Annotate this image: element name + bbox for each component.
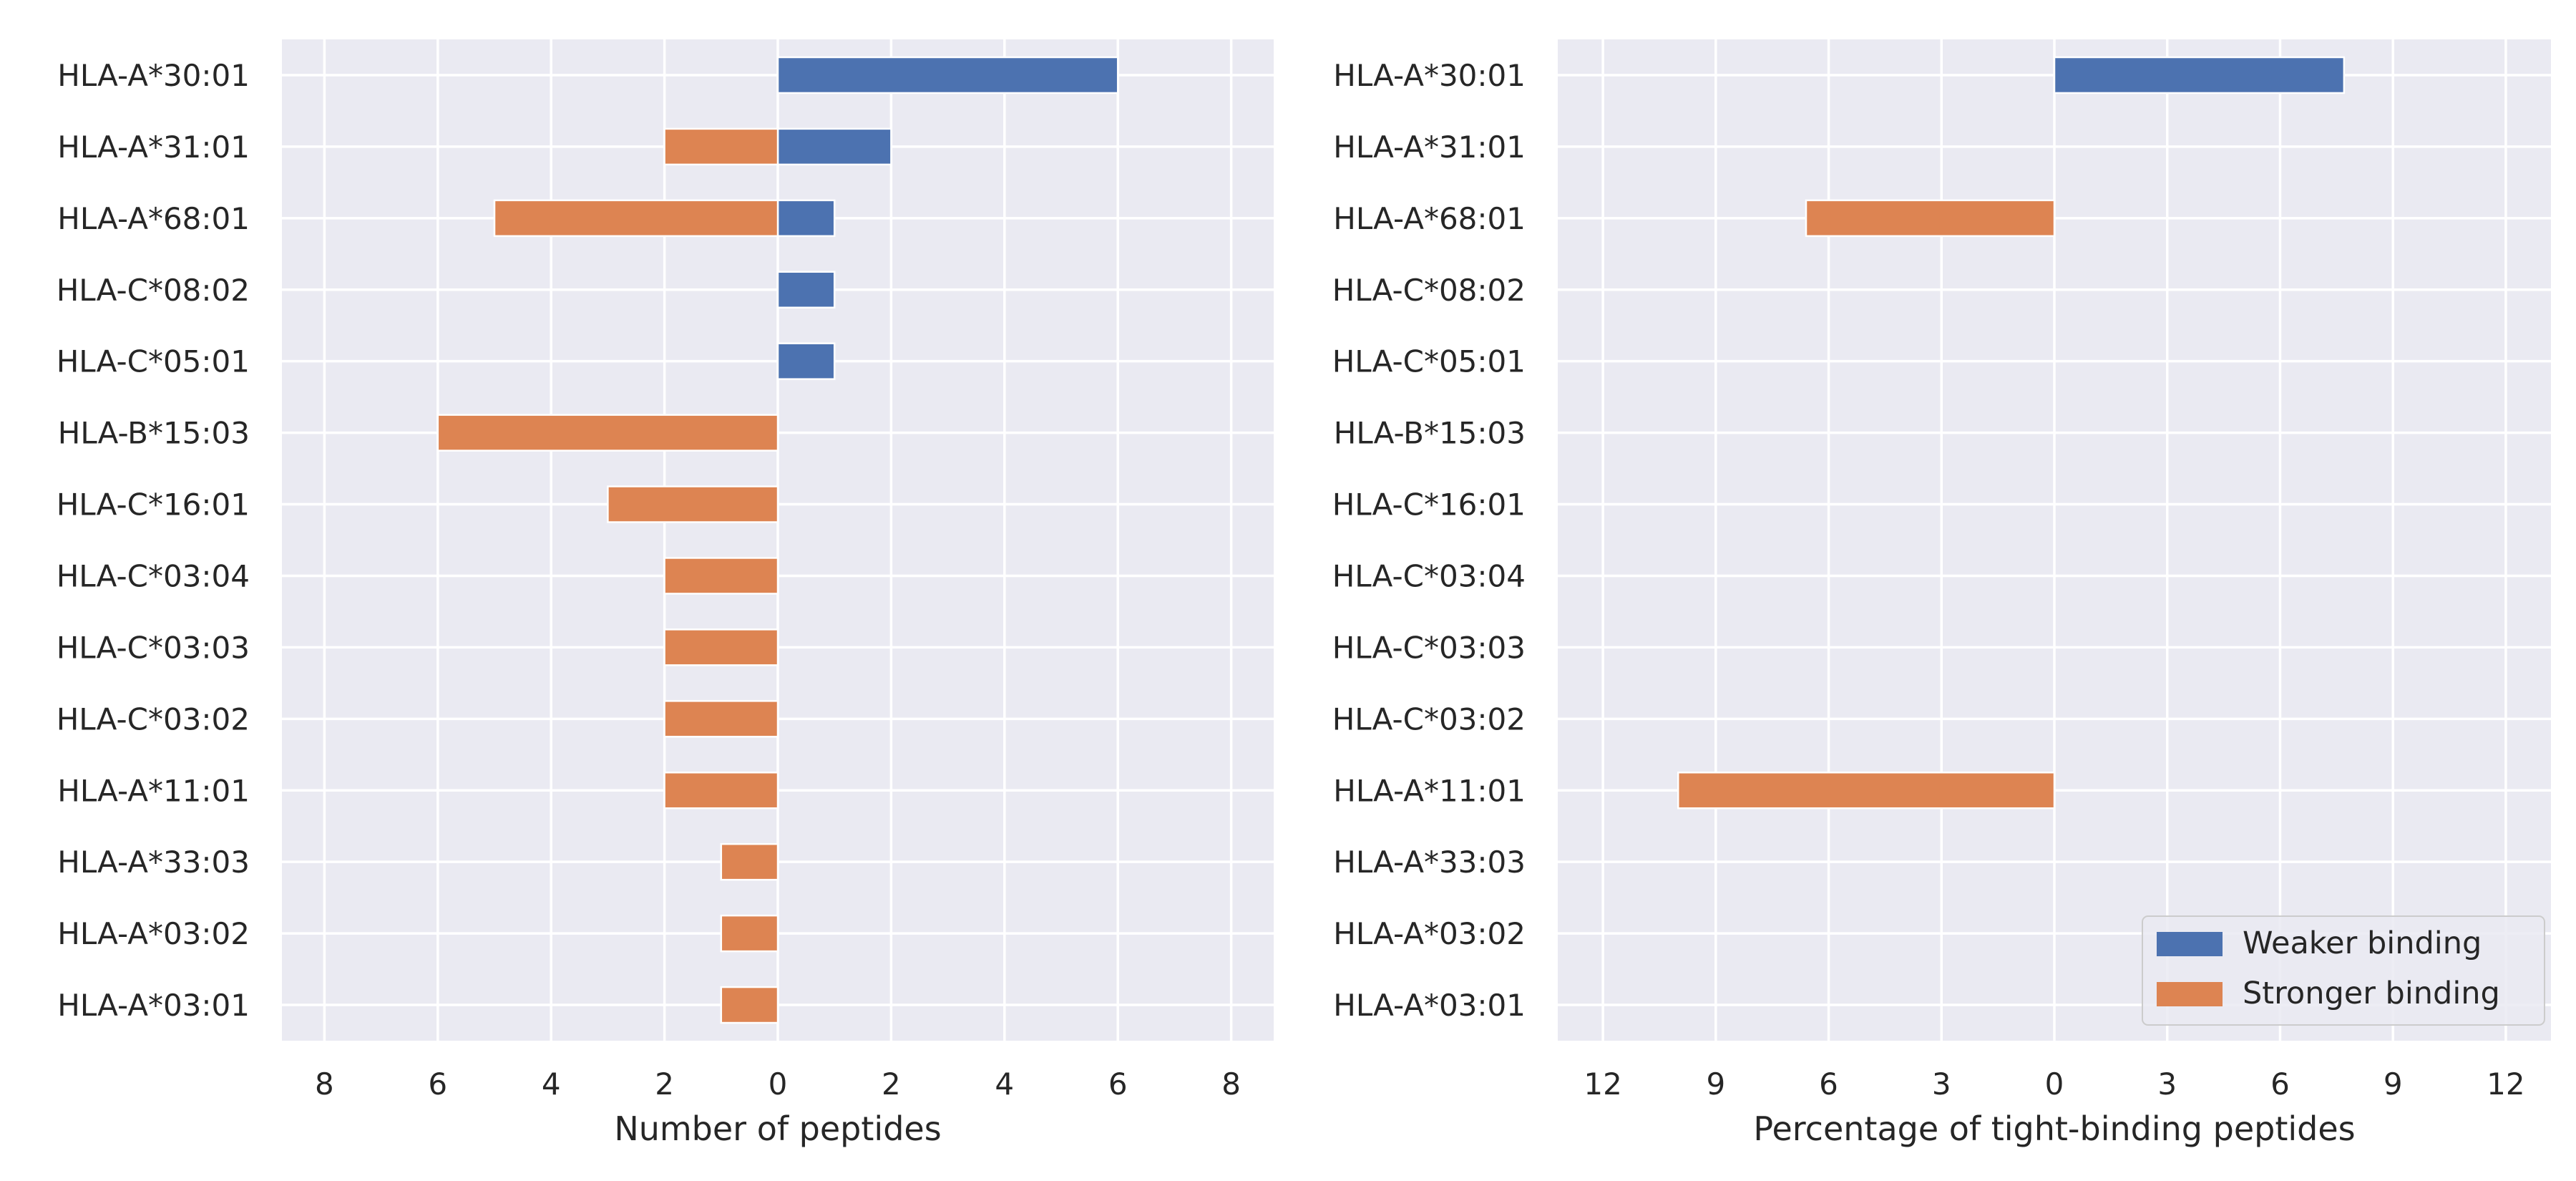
legend: Weaker binding Stronger binding	[2142, 915, 2545, 1026]
y-tick-label: HLA-A*68:01	[57, 201, 250, 236]
bar-stronger-HLA-A*33:03	[720, 842, 779, 881]
bar-stronger-HLA-C*03:04	[663, 557, 779, 595]
x-tick-label: 6	[428, 1066, 447, 1102]
bar-stronger-HLA-A*68:01	[1805, 199, 2056, 238]
legend-swatch	[2157, 932, 2223, 956]
y-tick-label: HLA-A*68:01	[1333, 201, 1526, 236]
legend-box	[2142, 915, 2545, 1026]
x-tick-label: 6	[1819, 1066, 1838, 1102]
y-tick-label: HLA-C*03:02	[1332, 701, 1526, 737]
y-tick-label: HLA-C*03:04	[57, 558, 250, 593]
y-tick-label: HLA-B*15:03	[58, 416, 250, 451]
bar-weaker-HLA-A*68:01	[776, 199, 836, 238]
y-tick-label: HLA-C*05:01	[1332, 344, 1526, 379]
y-tick-label: HLA-C*03:03	[57, 630, 250, 665]
y-tick-label: HLA-A*31:01	[57, 130, 250, 165]
x-axis-label: Percentage of tight-binding peptides	[1753, 1109, 2355, 1148]
bar-stronger-HLA-A*11:01	[663, 772, 779, 810]
right-panel-percentage-tight-binding: HLA-A*30:01 HLA-A*31:01 HLA-A*68:01 HLA-C*0…	[1332, 39, 2551, 1148]
bar-stronger-HLA-C*03:02	[663, 700, 779, 738]
x-tick-label: 2	[882, 1066, 901, 1102]
y-tick-label: HLA-A*03:02	[57, 916, 250, 951]
bar-stronger-HLA-B*15:03	[436, 414, 779, 452]
y-tick-label: HLA-C*03:02	[57, 701, 250, 737]
x-axis-label: Number of peptides	[614, 1109, 941, 1148]
y-tick-label: HLA-B*15:03	[1334, 416, 1526, 451]
y-tick-label: HLA-C*03:04	[1332, 558, 1526, 593]
y-tick-label: HLA-C*08:02	[1332, 273, 1526, 308]
bar-weaker-HLA-A*30:01	[2053, 56, 2346, 94]
x-tick-label: 9	[1706, 1066, 1725, 1102]
x-tick-label: 0	[2045, 1066, 2064, 1102]
y-tick-label: HLA-A*03:01	[57, 988, 250, 1023]
x-tick-label: 4	[542, 1066, 561, 1102]
bar-stronger-HLA-C*03:03	[663, 628, 779, 666]
bar-stronger-HLA-A*31:01	[663, 127, 779, 166]
legend-label: Stronger binding	[2243, 976, 2500, 1011]
x-tick-label: 4	[995, 1066, 1014, 1102]
y-tick-label: HLA-C*08:02	[57, 273, 250, 308]
bar-stronger-HLA-A*03:02	[720, 914, 779, 953]
y-tick-label: HLA-C*05:01	[57, 344, 250, 379]
left-panel-number-of-peptides: HLA-A*30:01 HLA-A*31:01 HLA-A*68:01 HLA-C*0…	[57, 39, 1274, 1148]
bar-stronger-HLA-A*11:01	[1677, 772, 2056, 810]
x-tick-label: 9	[2384, 1066, 2403, 1102]
bar-stronger-HLA-A*68:01	[493, 199, 779, 238]
bar-weaker-HLA-A*31:01	[776, 127, 892, 166]
x-tick-label: 8	[315, 1066, 334, 1102]
x-tick-label: 3	[2157, 1066, 2177, 1102]
x-tick-label: 2	[655, 1066, 674, 1102]
y-tick-label: HLA-A*30:01	[1333, 58, 1526, 93]
x-tick-label: 0	[769, 1066, 788, 1102]
y-tick-label: HLA-C*16:01	[57, 487, 250, 523]
bar-stronger-HLA-C*16:01	[607, 485, 779, 523]
x-tick-label: 12	[2487, 1066, 2524, 1102]
y-tick-label: HLA-C*03:03	[1332, 630, 1526, 665]
y-tick-label: HLA-A*33:03	[57, 845, 250, 880]
y-tick-label: HLA-A*30:01	[57, 58, 250, 93]
x-tick-label: 6	[1108, 1066, 1128, 1102]
bar-stronger-HLA-A*03:01	[720, 986, 779, 1024]
x-tick-label: 12	[1584, 1066, 1621, 1102]
y-tick-label: HLA-A*03:02	[1333, 916, 1526, 951]
y-tick-label: HLA-A*03:01	[1333, 988, 1526, 1023]
y-tick-label: HLA-A*11:01	[57, 773, 250, 808]
y-tick-label: HLA-C*16:01	[1332, 487, 1526, 523]
x-tick-label: 3	[1932, 1066, 1951, 1102]
bar-weaker-HLA-C*05:01	[776, 342, 836, 380]
legend-swatch	[2157, 982, 2223, 1006]
y-tick-label: HLA-A*33:03	[1333, 845, 1526, 880]
x-tick-label: 8	[1221, 1066, 1241, 1102]
x-tick-label: 6	[2270, 1066, 2290, 1102]
y-tick-label: HLA-A*31:01	[1333, 130, 1526, 165]
bar-weaker-HLA-A*30:01	[776, 56, 1119, 94]
bar-weaker-HLA-C*08:02	[776, 271, 836, 308]
y-tick-label: HLA-A*11:01	[1333, 773, 1526, 808]
legend-label: Weaker binding	[2243, 925, 2482, 961]
